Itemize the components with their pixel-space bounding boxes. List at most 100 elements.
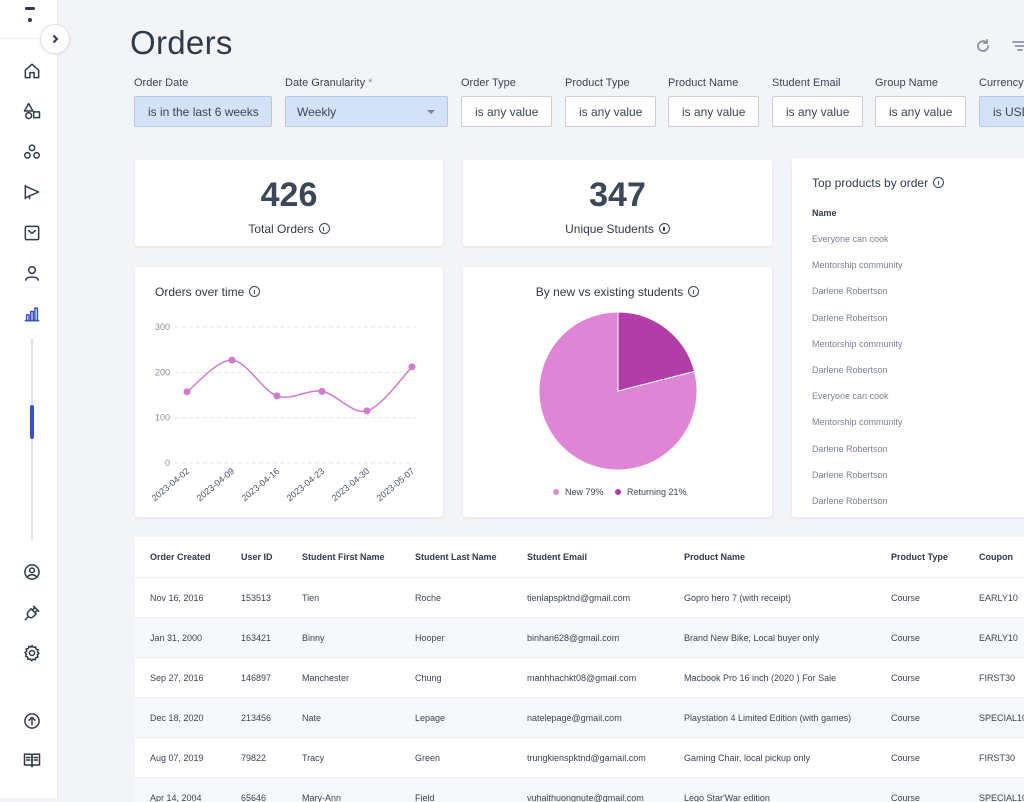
book-icon[interactable] [20, 748, 44, 772]
table-column-header[interactable]: Student Last Name [415, 552, 497, 562]
x-tick-label: 2023-04-02 [150, 466, 192, 503]
top-product-item[interactable]: Darlene Robertson [812, 496, 888, 506]
community-icon[interactable] [20, 140, 44, 164]
table-column-header[interactable]: User ID [241, 552, 273, 562]
account-circle-icon[interactable] [20, 560, 44, 584]
data-point[interactable] [318, 387, 326, 395]
table-row[interactable]: Dec 18, 2020 213456 Nate Lepage natelepage@g… [135, 697, 1024, 737]
table-cell: Gopro hero 7 (with receipt) [684, 593, 792, 603]
table-cell: Course [891, 593, 921, 603]
info-icon[interactable] [933, 177, 945, 188]
top-product-item[interactable]: Darlene Robertson [812, 286, 888, 297]
sidebar-scroll-track[interactable] [31, 338, 33, 540]
top-product-item[interactable]: Everyone can cook [812, 391, 889, 402]
table-cell: Apr 14, 2004 [150, 793, 202, 802]
filter-currency: Currency is USD [979, 77, 1024, 127]
legend-label[interactable]: New 79% [565, 487, 604, 497]
filter-label: Product Name [668, 77, 739, 89]
top-product-item[interactable]: Darlene Robertson [812, 469, 888, 480]
megaphone-icon[interactable] [20, 180, 44, 204]
card-title: Orders over time [155, 285, 261, 299]
table-column-header[interactable]: Student First Name [302, 552, 385, 562]
data-point[interactable] [228, 356, 236, 364]
table-cell: Brand New Bike, Local buyer only [684, 633, 820, 643]
table-cell: tienlapspktnd@gmail.com [527, 593, 631, 603]
legend-label[interactable]: Returning 21% [627, 487, 687, 497]
top-product-item[interactable]: Darlene Robertson [812, 312, 888, 323]
top-product-item[interactable]: Mentorship community [812, 417, 903, 428]
filter-currency-input[interactable]: is USD [979, 96, 1024, 127]
table-cell: EARLY10 [979, 633, 1018, 643]
filter-label: Student Email [772, 77, 841, 89]
table-row[interactable]: Jan 31, 2000 163421 Binny Hooper binhan628@g… [135, 617, 1024, 657]
filter-group-name: Group Name is any value [875, 77, 966, 127]
table-cell: SPECIAL10 [979, 793, 1024, 802]
table-cell: EARLY10 [979, 593, 1018, 603]
table-column-header[interactable]: Product Name [684, 552, 746, 562]
data-point[interactable] [408, 363, 416, 371]
sidebar-divider [0, 38, 58, 39]
top-product-item[interactable]: Darlene Robertson [812, 443, 888, 454]
filter-order-type: Order Type is any value [461, 77, 552, 127]
info-icon[interactable] [688, 286, 700, 297]
table-column-header[interactable]: Coupon [979, 552, 1013, 562]
filter-product-name: Product Name is any value [668, 77, 759, 127]
top-product-item[interactable]: Mentorship community [812, 338, 903, 349]
filter-date-granularity: Date Granularity * Weekly [285, 77, 448, 127]
analytics-icon[interactable] [20, 302, 44, 326]
table-row[interactable]: Apr 14, 2004 65646 Mary-Ann Field vuhaithuon… [135, 777, 1024, 802]
sidebar-collapse-button[interactable] [40, 24, 70, 54]
plug-icon[interactable] [20, 601, 44, 625]
data-point[interactable] [183, 388, 191, 396]
legend-swatch [553, 489, 559, 495]
table-cell: Course [891, 673, 921, 683]
table-column-header[interactable]: Student Email [527, 552, 588, 562]
table-row[interactable]: Sep 27, 2016 146897 Manchester Chung manhhac… [135, 657, 1024, 697]
table-row[interactable]: Nov 16, 2016 153513 Tien Roche tienlapspktnd… [135, 577, 1024, 617]
filter-date-granularity-select[interactable]: Weekly [285, 96, 448, 127]
filter-order-date-input[interactable]: is in the last 6 weeks [134, 96, 272, 127]
user-icon[interactable] [20, 261, 44, 285]
filter-product-name-input[interactable]: is any value [668, 96, 759, 127]
sidebar [0, 0, 58, 798]
top-product-item[interactable]: Everyone can cook [812, 234, 889, 244]
table-column-header[interactable]: Order Created [150, 552, 211, 562]
home-icon[interactable] [20, 59, 44, 83]
filter-label: Date Granularity * [285, 77, 373, 89]
filter-product-type-input[interactable]: is any value [565, 96, 656, 127]
top-product-item[interactable]: Darlene Robertson [812, 365, 888, 375]
data-point[interactable] [363, 407, 371, 415]
pie-slice-returning[interactable] [617, 311, 696, 392]
filter-product-type: Product Type is any value [565, 77, 656, 127]
gear-icon[interactable] [20, 641, 44, 665]
kpi-unique-students: 347 Unique Students [463, 160, 772, 246]
filter-order-type-input[interactable]: is any value [461, 96, 552, 127]
shapes-icon[interactable] [20, 99, 44, 123]
table-row[interactable]: Aug 07, 2019 79822 Tracy Green trungkienspkt… [135, 737, 1024, 777]
filter-group-name-input[interactable]: is any value [875, 96, 966, 127]
table-cell: SPECIAL10 [979, 713, 1024, 723]
sidebar-scroll-thumb[interactable] [30, 405, 34, 439]
info-icon[interactable] [658, 223, 670, 234]
info-icon[interactable] [318, 223, 330, 234]
logo[interactable] [25, 5, 35, 27]
data-point[interactable] [273, 392, 281, 400]
filter-student-email-input[interactable]: is any value [772, 96, 863, 127]
upload-icon[interactable] [20, 709, 44, 733]
card-title: By new vs existing students [463, 285, 772, 299]
series-line [186, 359, 413, 413]
table-cell: Tracy [302, 753, 325, 763]
table-cell: Sep 27, 2016 [150, 673, 204, 683]
top-product-item[interactable]: Mentorship community [812, 260, 903, 271]
orders-over-time-card: Orders over time 0 100 200 300 2023-04-02 202… [135, 267, 443, 517]
table-column-header[interactable]: Product Type [891, 552, 948, 562]
table-cell: manhhachkt08@gmail.com [527, 673, 637, 683]
filter-icon[interactable] [1012, 38, 1024, 54]
table-cell: Field [415, 793, 435, 802]
table-cell: Mary-Ann [302, 793, 342, 802]
top-products-card: Top products by order Name Everyone can … [792, 158, 1024, 517]
inbox-icon[interactable] [20, 221, 44, 245]
info-icon[interactable] [249, 286, 261, 297]
filter-label: Order Type [461, 77, 516, 89]
refresh-icon[interactable] [975, 38, 991, 54]
